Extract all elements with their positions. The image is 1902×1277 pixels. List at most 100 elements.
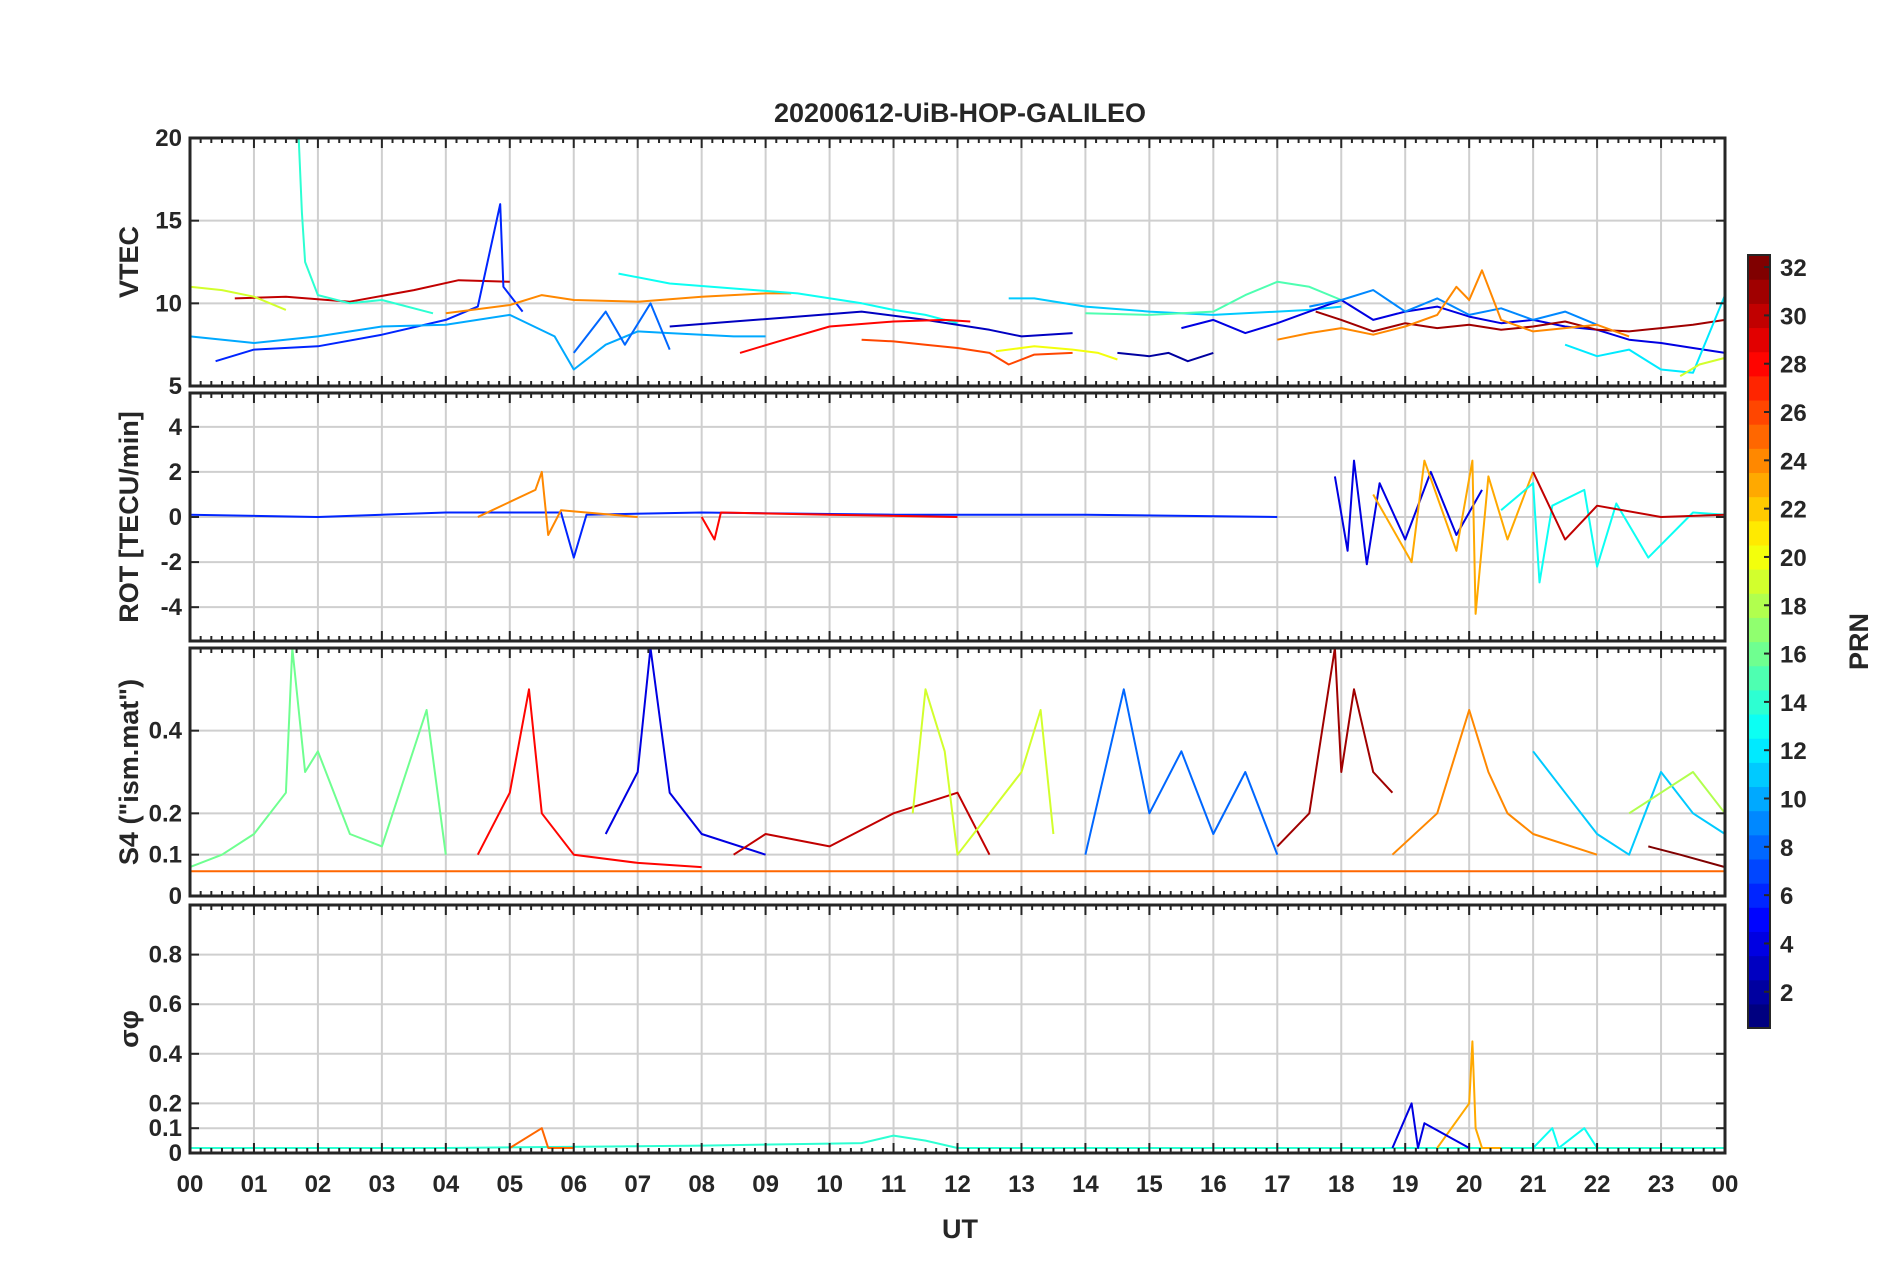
panel-vtec-grid	[190, 138, 1725, 386]
colorbar-segment	[1748, 303, 1770, 329]
series-prn-30	[234, 279, 510, 303]
colorbar-segment	[1748, 617, 1770, 643]
series-prn-30	[1532, 471, 1726, 541]
y-tick-label: -2	[161, 549, 182, 576]
colorbar-tick-label: 22	[1780, 497, 1807, 524]
series-prn-15	[1085, 280, 1342, 316]
colorbar-tick-label: 4	[1780, 931, 1794, 958]
y-tick-label: 0.1	[149, 842, 182, 869]
colorbar-segment	[1748, 327, 1770, 353]
x-tick-label: 23	[1648, 1171, 1675, 1198]
panel-vtec-series	[189, 137, 1726, 377]
series-prn-23	[1436, 1040, 1502, 1149]
colorbar-segment	[1748, 810, 1770, 836]
panel-rot-grid	[190, 393, 1725, 641]
series-prn-32	[1648, 845, 1726, 869]
x-tick-label: 18	[1328, 1171, 1355, 1198]
x-tick-label: 00	[1712, 1171, 1739, 1198]
panel-rot: -4 -2 0 2 4 ROT [TECU/min]	[114, 391, 1727, 643]
panel-s4-grid	[190, 648, 1725, 896]
series-prn-20	[995, 345, 1118, 361]
colorbar-segment	[1748, 399, 1770, 425]
colorbar-tick-label: 20	[1780, 545, 1807, 572]
series-prn-9	[1309, 289, 1598, 326]
colorbar-segment	[1748, 375, 1770, 401]
y-tick-label: 2	[169, 459, 182, 486]
series-prn-24	[1277, 269, 1630, 341]
colorbar-segment	[1748, 713, 1770, 739]
x-tick-label: 10	[816, 1171, 843, 1198]
colorbar-segment	[1748, 520, 1770, 546]
series-prn-12	[1564, 294, 1726, 374]
series-prn-6	[189, 511, 1278, 559]
colorbar-segment	[1748, 689, 1770, 715]
y-axis-label: VTEC	[114, 226, 144, 298]
colorbar-segment	[1748, 786, 1770, 812]
y-axis-label: S4 ("ism.mat")	[114, 679, 144, 865]
y-tick-label: 0	[169, 504, 182, 531]
series-prn-4	[604, 647, 766, 856]
colorbar-segment	[1748, 641, 1770, 667]
series-prn-24	[477, 470, 638, 536]
y-tick-label: 15	[155, 208, 182, 235]
colorbar-segment	[1748, 738, 1770, 763]
panel-s4: 0 0.1 0.2 0.4S4 ("ism.mat")	[114, 646, 1727, 910]
series-prn-11	[1532, 750, 1726, 856]
series-prn-18	[1628, 771, 1726, 815]
colorbar-segment	[1748, 351, 1770, 377]
series-prn-4	[1391, 1102, 1470, 1149]
x-tick-label: 13	[1008, 1171, 1035, 1198]
series-prn-16	[189, 647, 447, 869]
series-prn-26	[861, 338, 1073, 366]
colorbar-tick-label: 10	[1780, 787, 1807, 814]
series-prn-6	[215, 203, 524, 363]
x-tick-label: 14	[1072, 1171, 1099, 1198]
x-tick-labels: 00 01 02 03 04 05 06 07 08 09 10 11 12 13 14 15 16 17 18 19…	[177, 1171, 1739, 1198]
series-prn-8	[573, 302, 671, 354]
series-prn-13	[1500, 482, 1726, 584]
colorbar-segment	[1748, 593, 1770, 618]
series-prn-19	[189, 285, 287, 311]
colorbar-frame	[1747, 254, 1771, 1029]
colorbar-segment	[1748, 255, 1770, 280]
x-tick-label: 12	[944, 1171, 971, 1198]
y-tick-label: 0.6	[149, 991, 182, 1018]
y-tick-label: 4	[169, 414, 183, 441]
colorbar-segment	[1748, 279, 1770, 304]
colorbar-label: PRN	[1844, 613, 1874, 670]
series-prn-3	[669, 310, 1073, 338]
panel-rot-series	[189, 459, 1726, 615]
colorbar-segment	[1748, 424, 1770, 449]
colorbar-tick-label: 12	[1780, 738, 1807, 765]
y-tick-label: 0.1	[149, 1115, 182, 1142]
colorbar-tick-label: 6	[1780, 883, 1793, 910]
colorbar-tick-label: 30	[1780, 303, 1807, 330]
colorbar-segment	[1748, 979, 1770, 1005]
series-prn-31	[1276, 647, 1394, 848]
x-tick-label: 07	[624, 1171, 651, 1198]
y-tick-label: 0.2	[149, 1090, 182, 1117]
series-prn-28	[700, 511, 958, 541]
x-tick-label: 17	[1264, 1171, 1291, 1198]
y-tick-label: 0	[169, 1140, 182, 1167]
y-tick-label: 0	[169, 883, 182, 910]
colorbar-tick-label: 28	[1780, 352, 1807, 379]
series-prn-4	[1333, 459, 1483, 566]
x-tick-label: 05	[496, 1171, 523, 1198]
colorbar-segment	[1748, 665, 1770, 691]
x-axis-label: UT	[942, 1214, 978, 1244]
colorbar-segment	[1748, 569, 1770, 594]
series-prn-19	[911, 688, 1055, 856]
series-prn-24	[445, 292, 792, 315]
x-tick-label: 02	[305, 1171, 332, 1198]
colorbar-tick-label: 26	[1780, 400, 1807, 427]
x-tick-label: 20	[1456, 1171, 1483, 1198]
colorbar-segment	[1748, 883, 1770, 908]
series-prn-11	[1008, 297, 1342, 316]
x-tick-label: 04	[432, 1171, 459, 1198]
x-tick-label: 16	[1200, 1171, 1227, 1198]
colorbar-segment	[1748, 472, 1770, 498]
series-prn-10	[189, 313, 766, 371]
series-prn-2	[1117, 351, 1214, 363]
y-tick-label: -4	[161, 594, 183, 621]
